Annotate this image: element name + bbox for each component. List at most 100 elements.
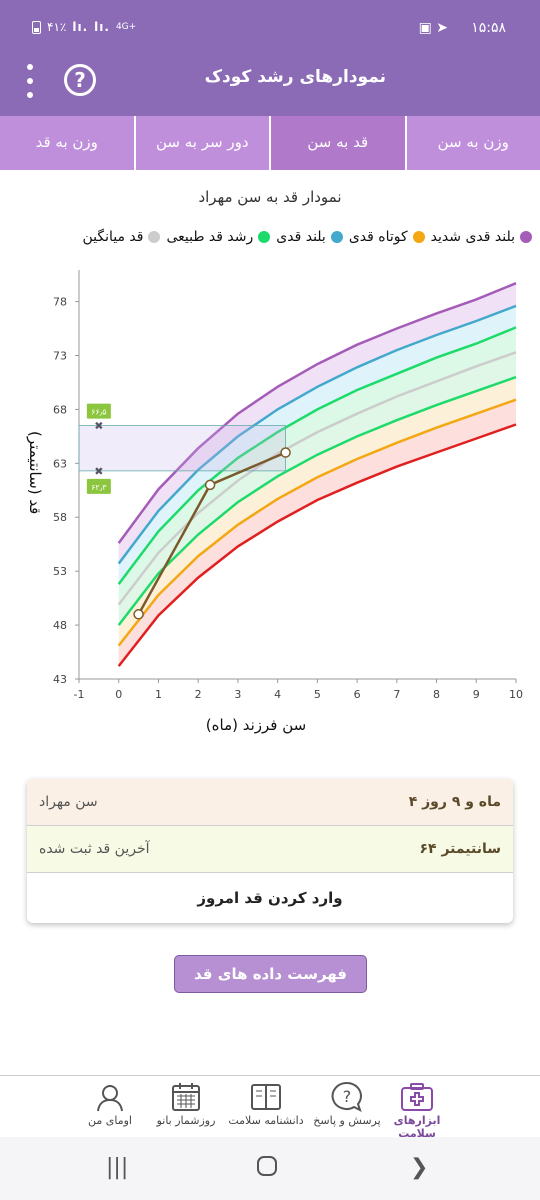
tab-weight-age[interactable]: وزن به سن: [404, 116, 540, 170]
network-type: 4G+: [115, 22, 137, 32]
y-tick-label: 73: [53, 349, 67, 362]
y-tick-label: 78: [53, 296, 67, 309]
y-tick-label: 53: [53, 565, 67, 578]
nav-health-tools[interactable]: ابزارهای سلامت: [382, 1080, 452, 1140]
series-line: [117, 326, 517, 585]
tab-height-age[interactable]: قد به سن: [269, 116, 405, 170]
x-tick-label: 1: [155, 688, 162, 701]
x-tick-label: 7: [393, 688, 400, 701]
signal-icon: lı.: [72, 20, 89, 34]
height-list-button[interactable]: فهرست داده های قد مهراد: [174, 955, 367, 1019]
range-badge: [86, 403, 111, 419]
enter-height-button[interactable]: وارد کردن قد امروز: [197, 889, 343, 907]
legend-item[interactable]: رشد قد طبیعی: [166, 229, 271, 245]
battery-level: ۴۱٪: [47, 20, 67, 34]
y-tick-label: 48: [53, 619, 67, 632]
x-tick-label: 6: [354, 688, 361, 701]
legend-item[interactable]: کوتاه قدی: [349, 229, 425, 245]
range-label: ۶۲٫۳: [91, 483, 107, 492]
notification-icons: ▣ ➤: [418, 20, 448, 36]
legend-item[interactable]: قد میانگین: [82, 229, 161, 245]
legend-item[interactable]: بلند قدی: [276, 229, 343, 245]
series-line: [117, 304, 517, 565]
nav-label: روزشمار بانو: [156, 1114, 216, 1127]
nav-label: اومای من: [88, 1114, 132, 1127]
back-icon[interactable]: ❯: [410, 1155, 429, 1180]
x-tick-label: 5: [314, 688, 321, 701]
nav-label: ابزارهای سلامت: [393, 1114, 441, 1140]
legend-item[interactable]: بلند قدی شدید: [431, 229, 532, 245]
legend-label: کوتاه قدی: [348, 229, 408, 245]
series-line: [117, 423, 517, 667]
system-nav-bar: ||| ❯: [0, 1137, 540, 1200]
x-tick-label: 2: [195, 688, 202, 701]
nav-label: دانشنامه سلامت: [228, 1114, 304, 1127]
user-icon: [97, 1085, 123, 1112]
question-bubble-icon: ?: [331, 1081, 362, 1112]
y-tick-label: 43: [53, 673, 67, 686]
help-icon[interactable]: ?: [64, 64, 96, 96]
percentile-band: [118, 377, 516, 646]
legend-label: قد میانگین: [82, 229, 144, 245]
x-axis-label: سن فرزند (ماه): [0, 716, 540, 734]
y-tick-label: 58: [53, 511, 67, 524]
x-tick-label: -1: [74, 688, 85, 701]
overflow-menu-icon[interactable]: [22, 64, 38, 98]
recent-apps-icon[interactable]: |||: [106, 1155, 129, 1180]
legend-dot: [520, 231, 532, 243]
y-axis-label: قد (سانتیمتر): [26, 431, 44, 515]
legend-dot: [412, 231, 425, 243]
bottom-nav: ابزارهای سلامت ? پرسش و پاسخ دانشنامه سل…: [0, 1075, 540, 1140]
nav-profile[interactable]: اومای من: [80, 1080, 140, 1127]
range-badge: [86, 478, 111, 494]
legend-dot: [258, 231, 271, 243]
range-label: ۶۶٫۵: [91, 408, 107, 417]
child-height-point[interactable]: [133, 609, 144, 620]
chart-title: نمودار قد به سن مهراد: [198, 188, 342, 206]
legend-label: بلند قدی: [276, 229, 326, 245]
age-row: سن مهراد ۴ ماه و ۹ روز: [27, 779, 513, 826]
x-axis-label-text: سن فرزند (ماه): [205, 716, 307, 734]
x-tick-label: 10: [509, 688, 523, 701]
series-line: [117, 398, 517, 647]
x-tick-label: 3: [234, 688, 241, 701]
series-line: [117, 375, 517, 626]
x-tick-label: 8: [433, 688, 440, 701]
age-value: ۴ ماه و ۹ روز: [408, 794, 501, 810]
chart-legend: بلند قدی شدید کوتاه قدی بلند قدی رشد قد …: [82, 229, 532, 245]
nav-qa[interactable]: ? پرسش و پاسخ: [312, 1080, 382, 1127]
y-tick-label: 63: [53, 457, 67, 470]
app-bar: ? نمودارهای رشد کودک: [0, 44, 540, 116]
tab-weight-height[interactable]: وزن به قد: [35, 133, 98, 151]
height-label: آخرین قد ثبت شده: [39, 841, 150, 857]
home-icon[interactable]: [256, 1155, 278, 1183]
x-tick-label: 4: [274, 688, 281, 701]
series-line: [117, 282, 517, 544]
child-height-point[interactable]: [204, 479, 216, 491]
page-title: نمودارهای رشد کودک: [204, 67, 386, 87]
legend-dot: [330, 231, 343, 243]
svg-text:?: ?: [343, 1087, 352, 1106]
height-row: آخرین قد ثبت شده ۶۴ سانتیمتر: [27, 826, 513, 873]
percentile-band: [118, 352, 516, 626]
y-tick-label: 68: [53, 403, 67, 416]
range-marker: ✖: [94, 420, 103, 433]
battery-icon: [32, 20, 41, 34]
status-bar: ۴۱٪ lı. lı. 4G+ ▣ ➤ ۱۵:۵۸: [0, 0, 540, 44]
child-height-point[interactable]: [280, 447, 291, 458]
status-left: ۴۱٪ lı. lı. 4G+: [32, 20, 136, 34]
x-tick-label: 9: [473, 688, 480, 701]
nav-calendar[interactable]: روزشمار بانو: [150, 1080, 222, 1127]
tab-head-age[interactable]: دور سر به سن: [133, 116, 270, 170]
status-time: ۱۵:۵۸: [471, 20, 506, 36]
x-tick-label: 0: [115, 688, 122, 701]
signal-icon-2: lı.: [94, 20, 110, 34]
percentile-band: [118, 283, 516, 564]
chart-tabs: وزن به سن قد به سن دور سر به سن وزن به ق…: [0, 116, 540, 170]
range-box: [78, 425, 286, 472]
legend-label: رشد قد طبیعی: [166, 229, 254, 245]
nav-label: پرسش و پاسخ: [313, 1114, 381, 1127]
nav-encyclopedia[interactable]: دانشنامه سلامت: [224, 1080, 308, 1127]
summary-card: سن مهراد ۴ ماه و ۹ روز آخرین قد ثبت شده …: [27, 779, 513, 923]
